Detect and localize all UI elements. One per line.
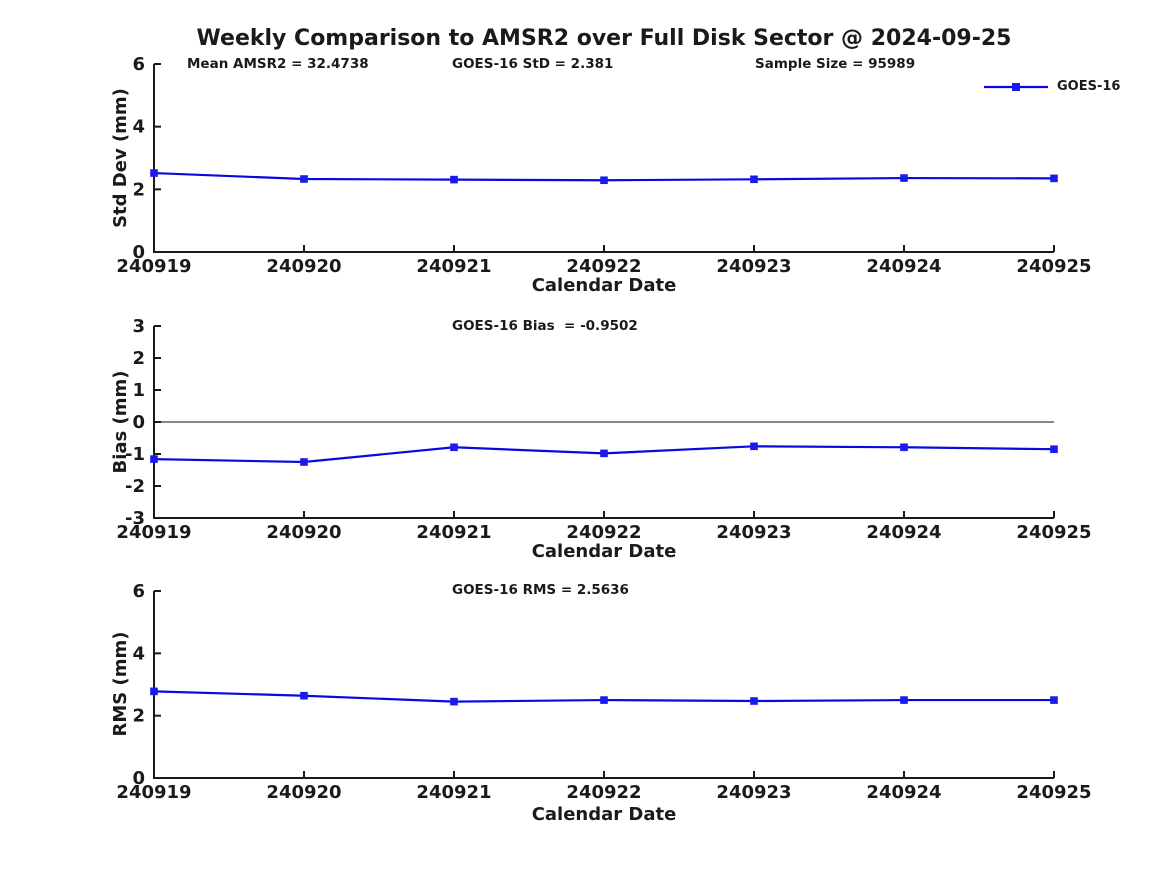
svg-text:1: 1 <box>132 380 145 401</box>
svg-text:3: 3 <box>132 316 145 337</box>
mean-amsr2-annotation: Mean AMSR2 = 32.4738 <box>187 56 369 72</box>
svg-text:240924: 240924 <box>866 256 941 277</box>
legend: GOES-16 <box>984 79 1120 94</box>
svg-text:240925: 240925 <box>1016 522 1091 543</box>
svg-text:2: 2 <box>132 348 145 369</box>
svg-text:0: 0 <box>132 768 145 789</box>
svg-text:240919: 240919 <box>116 782 191 803</box>
svg-text:240925: 240925 <box>1016 256 1091 277</box>
bias-plot: -3 -2 -1 0 1 2 3 240919 240920 240921 240922 240923… <box>116 316 1091 543</box>
svg-text:240921: 240921 <box>416 256 491 277</box>
svg-text:6: 6 <box>132 581 145 602</box>
svg-text:240922: 240922 <box>566 256 641 277</box>
goes16-bias-annotation: GOES-16 Bias = -0.9502 <box>452 318 638 334</box>
legend-label: GOES-16 <box>1057 79 1121 94</box>
svg-text:240920: 240920 <box>266 256 341 277</box>
svg-text:240920: 240920 <box>266 522 341 543</box>
sample-size-annotation: Sample Size = 95989 <box>755 56 916 72</box>
chart-title: Weekly Comparison to AMSR2 over Full Dis… <box>196 26 1012 51</box>
stddev-xlabel: Calendar Date <box>531 275 677 296</box>
svg-text:240920: 240920 <box>266 782 341 803</box>
svg-text:240919: 240919 <box>116 522 191 543</box>
svg-text:240923: 240923 <box>716 522 791 543</box>
svg-text:-2: -2 <box>125 476 145 497</box>
svg-text:240924: 240924 <box>866 522 941 543</box>
stddev-plot: 0 2 4 6 240919 240920 240921 240922 240923 240924… <box>116 54 1091 277</box>
svg-text:2: 2 <box>132 179 145 200</box>
svg-text:240924: 240924 <box>866 782 941 803</box>
svg-text:6: 6 <box>132 54 145 75</box>
svg-text:4: 4 <box>132 117 145 138</box>
goes16-rms-annotation: GOES-16 RMS = 2.5636 <box>452 582 629 598</box>
svg-text:-1: -1 <box>125 444 145 465</box>
legend-marker-icon <box>984 82 1048 91</box>
svg-text:0: 0 <box>132 412 145 433</box>
svg-text:4: 4 <box>132 643 145 664</box>
svg-text:240925: 240925 <box>1016 782 1091 803</box>
svg-text:240919: 240919 <box>116 256 191 277</box>
rms-xlabel: Calendar Date <box>531 804 677 825</box>
svg-text:240922: 240922 <box>566 522 641 543</box>
rms-plot: 0 2 4 6 240919 240920 240921 240922 240923 240924… <box>116 581 1091 803</box>
svg-text:240921: 240921 <box>416 522 491 543</box>
svg-text:-3: -3 <box>125 508 145 529</box>
svg-text:240921: 240921 <box>416 782 491 803</box>
svg-text:240923: 240923 <box>716 782 791 803</box>
goes16-std-annotation: GOES-16 StD = 2.381 <box>452 56 614 72</box>
svg-text:240922: 240922 <box>566 782 641 803</box>
bias-xlabel: Calendar Date <box>531 541 677 562</box>
svg-text:0: 0 <box>132 242 145 263</box>
svg-text:240923: 240923 <box>716 256 791 277</box>
svg-text:2: 2 <box>132 706 145 727</box>
